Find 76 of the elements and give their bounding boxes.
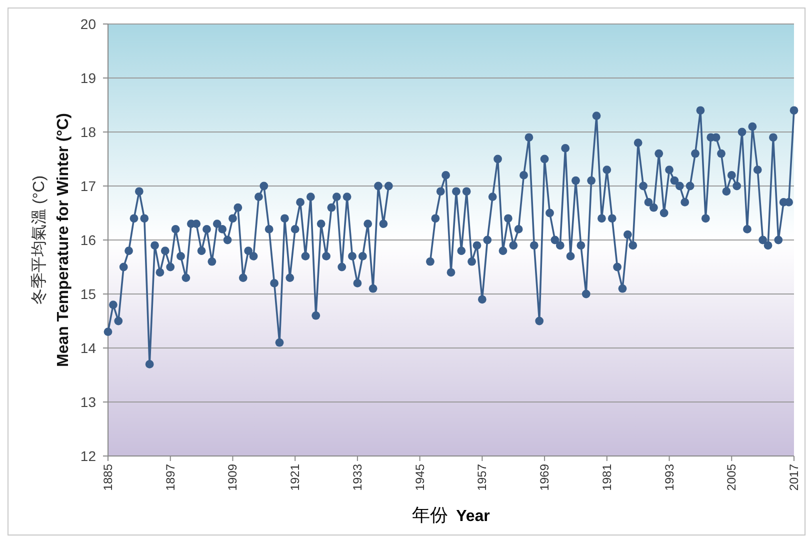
- point: [316, 220, 326, 228]
- x-tick-label: 1921: [288, 464, 302, 491]
- point: [301, 252, 310, 260]
- point: [364, 220, 372, 228]
- point: [228, 214, 237, 223]
- point: [182, 274, 190, 282]
- point: [379, 220, 388, 228]
- x-tick-label: 1885: [101, 464, 115, 491]
- point: [176, 252, 185, 260]
- point: [260, 182, 268, 190]
- y-axis-title: 冬季平均氣溫 (°C) Mean Temperature for Winter (°C): [30, 113, 72, 367]
- y-tick-label: 19: [80, 70, 96, 86]
- point: [114, 316, 123, 326]
- y-tick-label: 12: [80, 448, 96, 464]
- y-tick-label: 17: [80, 178, 96, 194]
- point: [134, 187, 144, 196]
- point: [218, 225, 227, 234]
- point: [104, 328, 112, 336]
- point: [212, 220, 222, 228]
- point: [384, 182, 393, 190]
- point: [312, 311, 320, 320]
- point: [130, 214, 138, 223]
- point: [150, 241, 159, 250]
- point: [249, 252, 258, 260]
- point: [342, 192, 352, 201]
- point: [338, 262, 346, 272]
- point: [244, 246, 253, 255]
- x-tick-label: 2017: [787, 464, 801, 491]
- point: [119, 262, 128, 272]
- x-tick-label: 1981: [600, 464, 614, 491]
- point: [160, 246, 170, 255]
- x-tick-label: 1909: [226, 464, 240, 491]
- point: [254, 192, 263, 201]
- y-tick-label: 20: [80, 16, 96, 32]
- point: [234, 203, 242, 212]
- point: [171, 225, 180, 234]
- point: [145, 360, 154, 368]
- point: [374, 182, 382, 190]
- point: [280, 214, 289, 223]
- point: [238, 274, 248, 282]
- point: [286, 274, 294, 282]
- point: [270, 279, 279, 288]
- point: [202, 225, 211, 234]
- point: [124, 246, 133, 255]
- x-tick-label: 1945: [412, 464, 427, 491]
- x-tick-label: 1957: [475, 464, 490, 491]
- point: [208, 257, 216, 266]
- point: [306, 192, 315, 201]
- y-tick-label: 15: [80, 286, 96, 302]
- point: [290, 225, 300, 234]
- y-tick-label: 14: [80, 340, 96, 356]
- point: [166, 262, 175, 272]
- y-tick-label: 13: [80, 394, 96, 410]
- x-tick-label: 1993: [662, 464, 676, 491]
- x-tick-label: 2005: [724, 464, 739, 491]
- x-tick-label: 1933: [350, 464, 364, 491]
- point: [358, 252, 367, 260]
- point: [197, 246, 206, 255]
- point: [296, 198, 304, 206]
- point: [353, 279, 362, 288]
- y-tick-label: 16: [80, 232, 96, 248]
- point: [156, 268, 164, 277]
- point: [140, 214, 149, 223]
- point: [108, 300, 118, 309]
- x-axis-title: 年份 Year: [412, 505, 490, 525]
- point: [348, 252, 356, 260]
- x-tick-label: 1897: [163, 464, 178, 491]
- point: [327, 203, 336, 212]
- point: [368, 284, 378, 293]
- point: [322, 252, 330, 260]
- y-tick-label: 18: [80, 124, 96, 140]
- x-tick-label: 1969: [538, 464, 552, 491]
- point: [223, 236, 232, 244]
- point: [264, 225, 274, 234]
- point: [332, 192, 341, 201]
- point: [275, 338, 284, 347]
